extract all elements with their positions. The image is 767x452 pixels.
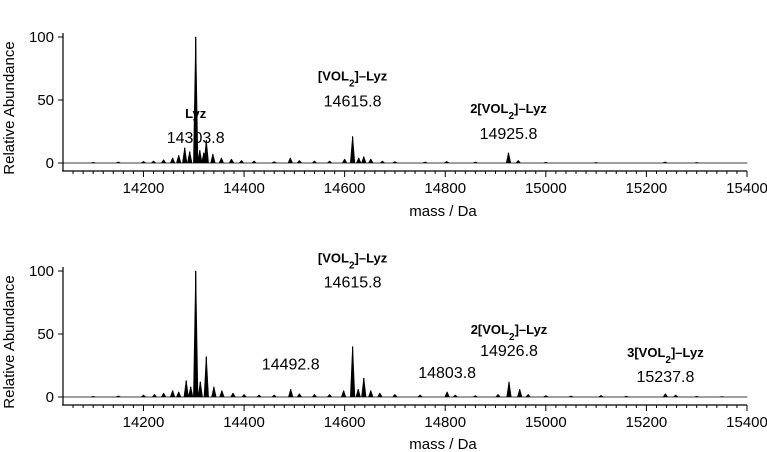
peak-annotation-mass: 14615.8	[324, 275, 382, 292]
y-tick-label: 100	[29, 29, 54, 46]
y-tick-label: 50	[37, 92, 54, 109]
x-tick-label: 14200	[123, 414, 165, 431]
x-tick-label: 15400	[726, 414, 767, 431]
y-tick-label: 0	[46, 389, 54, 406]
y-axis-title: Relative Abundance	[1, 41, 18, 174]
peak-annotation-mass: 14925.8	[480, 126, 538, 143]
x-tick-label: 14600	[324, 180, 366, 197]
x-tick-label: 15200	[626, 180, 668, 197]
x-tick-label: 14400	[223, 180, 265, 197]
peak-annotation-mass: 15237.8	[637, 369, 695, 386]
y-axis-title: Relative Abundance	[1, 275, 18, 408]
x-tick-label: 14800	[424, 180, 466, 197]
x-axis-title: mass / Da	[409, 436, 477, 452]
spectrum-trace	[62, 36, 748, 164]
y-tick-label: 50	[37, 326, 54, 343]
y-tick-label: 100	[29, 263, 54, 280]
peak-annotation-name: [VOL2]–Lyz	[318, 69, 388, 90]
y-tick-label: 0	[46, 155, 54, 172]
peak-annotation-name: 2[VOL2]–Lyz	[470, 101, 547, 122]
spectrum-panel-2: 0 50 100 14200 14400 14600 14800 15000 15200 1540…	[1, 106, 767, 452]
spectrum-panel-1: 0 50 100 14200 14400 14600 14800 15000 15200 1540…	[1, 29, 767, 220]
x-tick-label: 15000	[525, 414, 567, 431]
x-tick-label: 14200	[123, 180, 165, 197]
x-tick-label: 14400	[223, 414, 265, 431]
x-tick-label: 15000	[525, 180, 567, 197]
peak-annotation-mass: 14803.8	[418, 365, 476, 382]
peak-annotation-mass: 14492.8	[262, 356, 320, 373]
x-tick-label: 14800	[424, 414, 466, 431]
x-tick-label: 15400	[726, 180, 767, 197]
x-tick-label: 15200	[626, 414, 668, 431]
peak-annotation-mass: 14303.8	[167, 130, 225, 147]
peak-annotation-name: Lyz	[185, 106, 207, 121]
peak-annotation-mass: 14615.8	[324, 94, 382, 111]
peak-annotation-name: 2[VOL2]–Lyz	[471, 322, 548, 343]
peak-annotation-mass: 14926.8	[480, 343, 538, 360]
peak-annotation-name: [VOL2]–Lyz	[318, 251, 388, 272]
x-axis-title: mass / Da	[409, 203, 477, 220]
x-tick-label: 14600	[324, 414, 366, 431]
peak-annotation-name: 3[VOL2]–Lyz	[627, 345, 704, 366]
